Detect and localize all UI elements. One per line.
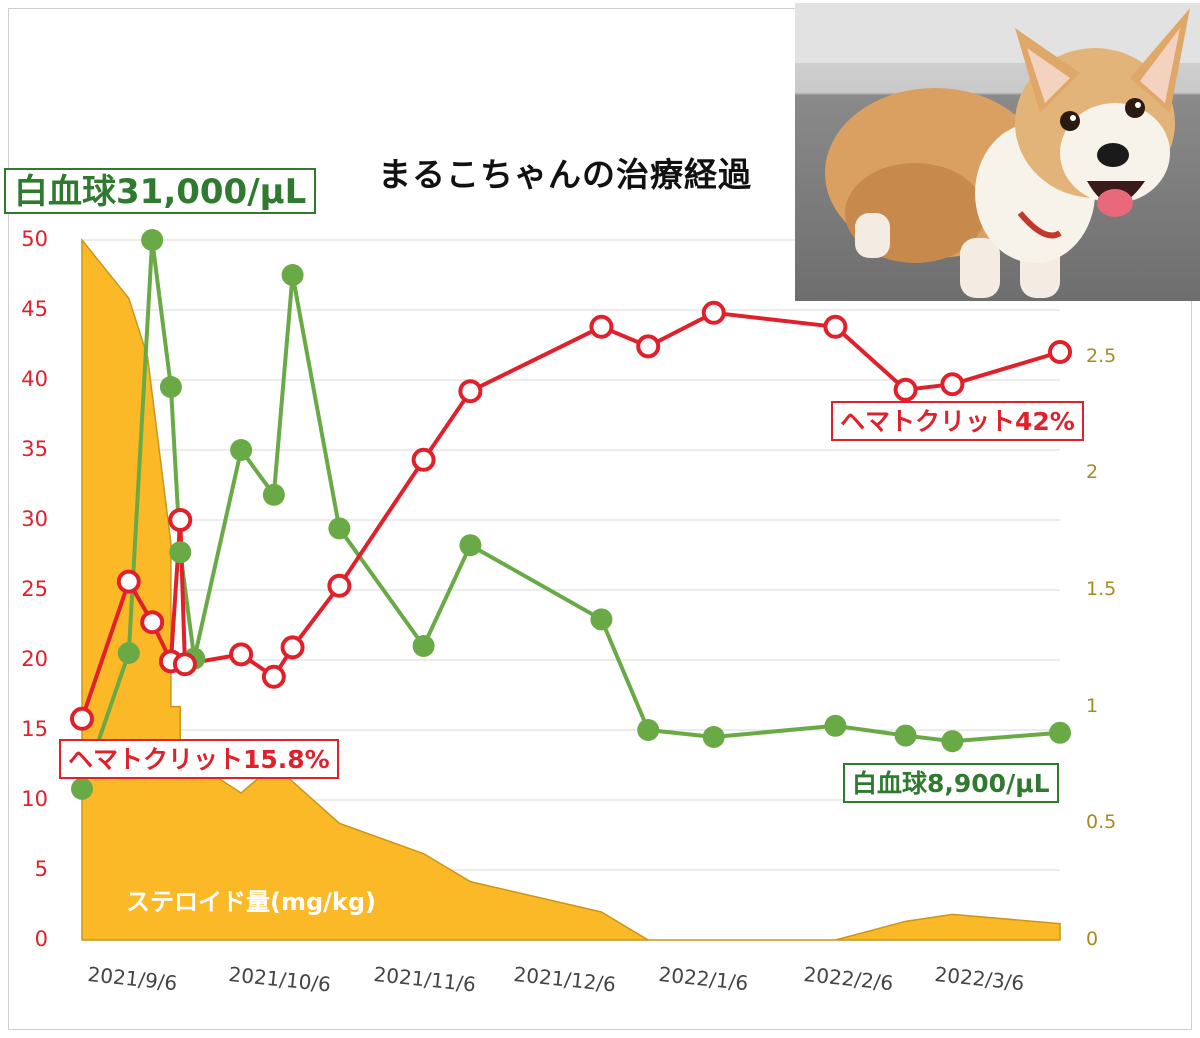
wbc-point: [230, 439, 253, 461]
hematocrit-point: [116, 569, 141, 594]
y-tick-right: 1.5: [1086, 578, 1117, 600]
wbc-point: [412, 635, 435, 657]
corgi-photo: [795, 3, 1200, 301]
steroid-area-layer: [81, 237, 1061, 941]
hematocrit-point: [168, 508, 193, 532]
hematocrit-point: [823, 314, 848, 339]
wbc-point: [941, 730, 964, 753]
wbc-point: [702, 726, 725, 748]
hematocrit-point: [70, 706, 94, 731]
hematocrit-point: [458, 379, 483, 404]
hematocrit-point: [261, 664, 286, 689]
hematocrit-point: [589, 314, 614, 339]
wbc-point: [159, 376, 182, 398]
wbc-point: [1049, 721, 1071, 744]
wbc-end-annotation: 白血球8,900/μL: [843, 763, 1059, 803]
wbc-line: [80, 238, 1061, 790]
y-tick-left: 25: [21, 577, 48, 601]
steroid-label: ステロイド量(mg/kg): [126, 888, 377, 916]
y-tick-right: 1: [1086, 694, 1099, 717]
chart-title: まるこちゃんの治療経過: [378, 155, 752, 194]
wbc-point: [637, 719, 660, 741]
y-tick-left: 45: [21, 297, 48, 321]
y-tick-left: 20: [21, 647, 48, 671]
y-tick-left: 35: [21, 437, 48, 461]
wbc-point: [459, 534, 482, 557]
wbc-point: [328, 517, 351, 540]
y-tick-left: 30: [21, 507, 48, 531]
hematocrit-point: [636, 334, 661, 359]
wbc-point: [824, 714, 847, 737]
y-tick-right: 0: [1086, 928, 1099, 950]
hematocrit-line: [80, 310, 1061, 720]
hematocrit-point: [280, 635, 305, 660]
hematocrit-start-annotation: ヘマトクリット15.8%: [59, 739, 339, 779]
series-points-layer: [70, 229, 1072, 800]
y-tick-left: 50: [21, 227, 48, 251]
hematocrit-point: [701, 300, 726, 325]
wbc-point: [71, 777, 93, 800]
y-tick-left: 5: [34, 857, 48, 881]
y-tick-left: 40: [21, 367, 48, 391]
hematocrit-point: [172, 652, 197, 677]
hematocrit-point: [229, 642, 254, 667]
hematocrit-end-annotation: ヘマトクリット42%: [831, 401, 1084, 441]
wbc-point: [169, 541, 192, 564]
wbc-point: [262, 483, 285, 506]
wbc-point: [281, 264, 304, 286]
y-tick-left: 0: [34, 927, 48, 951]
wbc-point: [117, 642, 140, 664]
wbc-point: [141, 229, 164, 251]
hematocrit-point: [893, 377, 918, 402]
y-tick-left: 15: [21, 717, 48, 741]
hematocrit-point: [411, 447, 436, 472]
chart-frame: [8, 8, 1192, 1030]
steroid-area: [81, 237, 1061, 941]
hematocrit-point: [940, 372, 965, 397]
wbc-start-annotation: 白血球31,000/μL: [4, 168, 317, 214]
wbc-point: [894, 724, 917, 747]
hematocrit-point: [1048, 340, 1072, 364]
hematocrit-point: [327, 573, 352, 598]
series-lines-layer: [80, 238, 1061, 790]
y-tick-left: 10: [21, 787, 48, 811]
hematocrit-point: [140, 610, 165, 635]
y-tick-right: 2.5: [1086, 344, 1117, 367]
wbc-point: [590, 608, 613, 631]
y-tick-right: 0.5: [1086, 811, 1117, 834]
y-tick-right: 2: [1086, 461, 1099, 484]
